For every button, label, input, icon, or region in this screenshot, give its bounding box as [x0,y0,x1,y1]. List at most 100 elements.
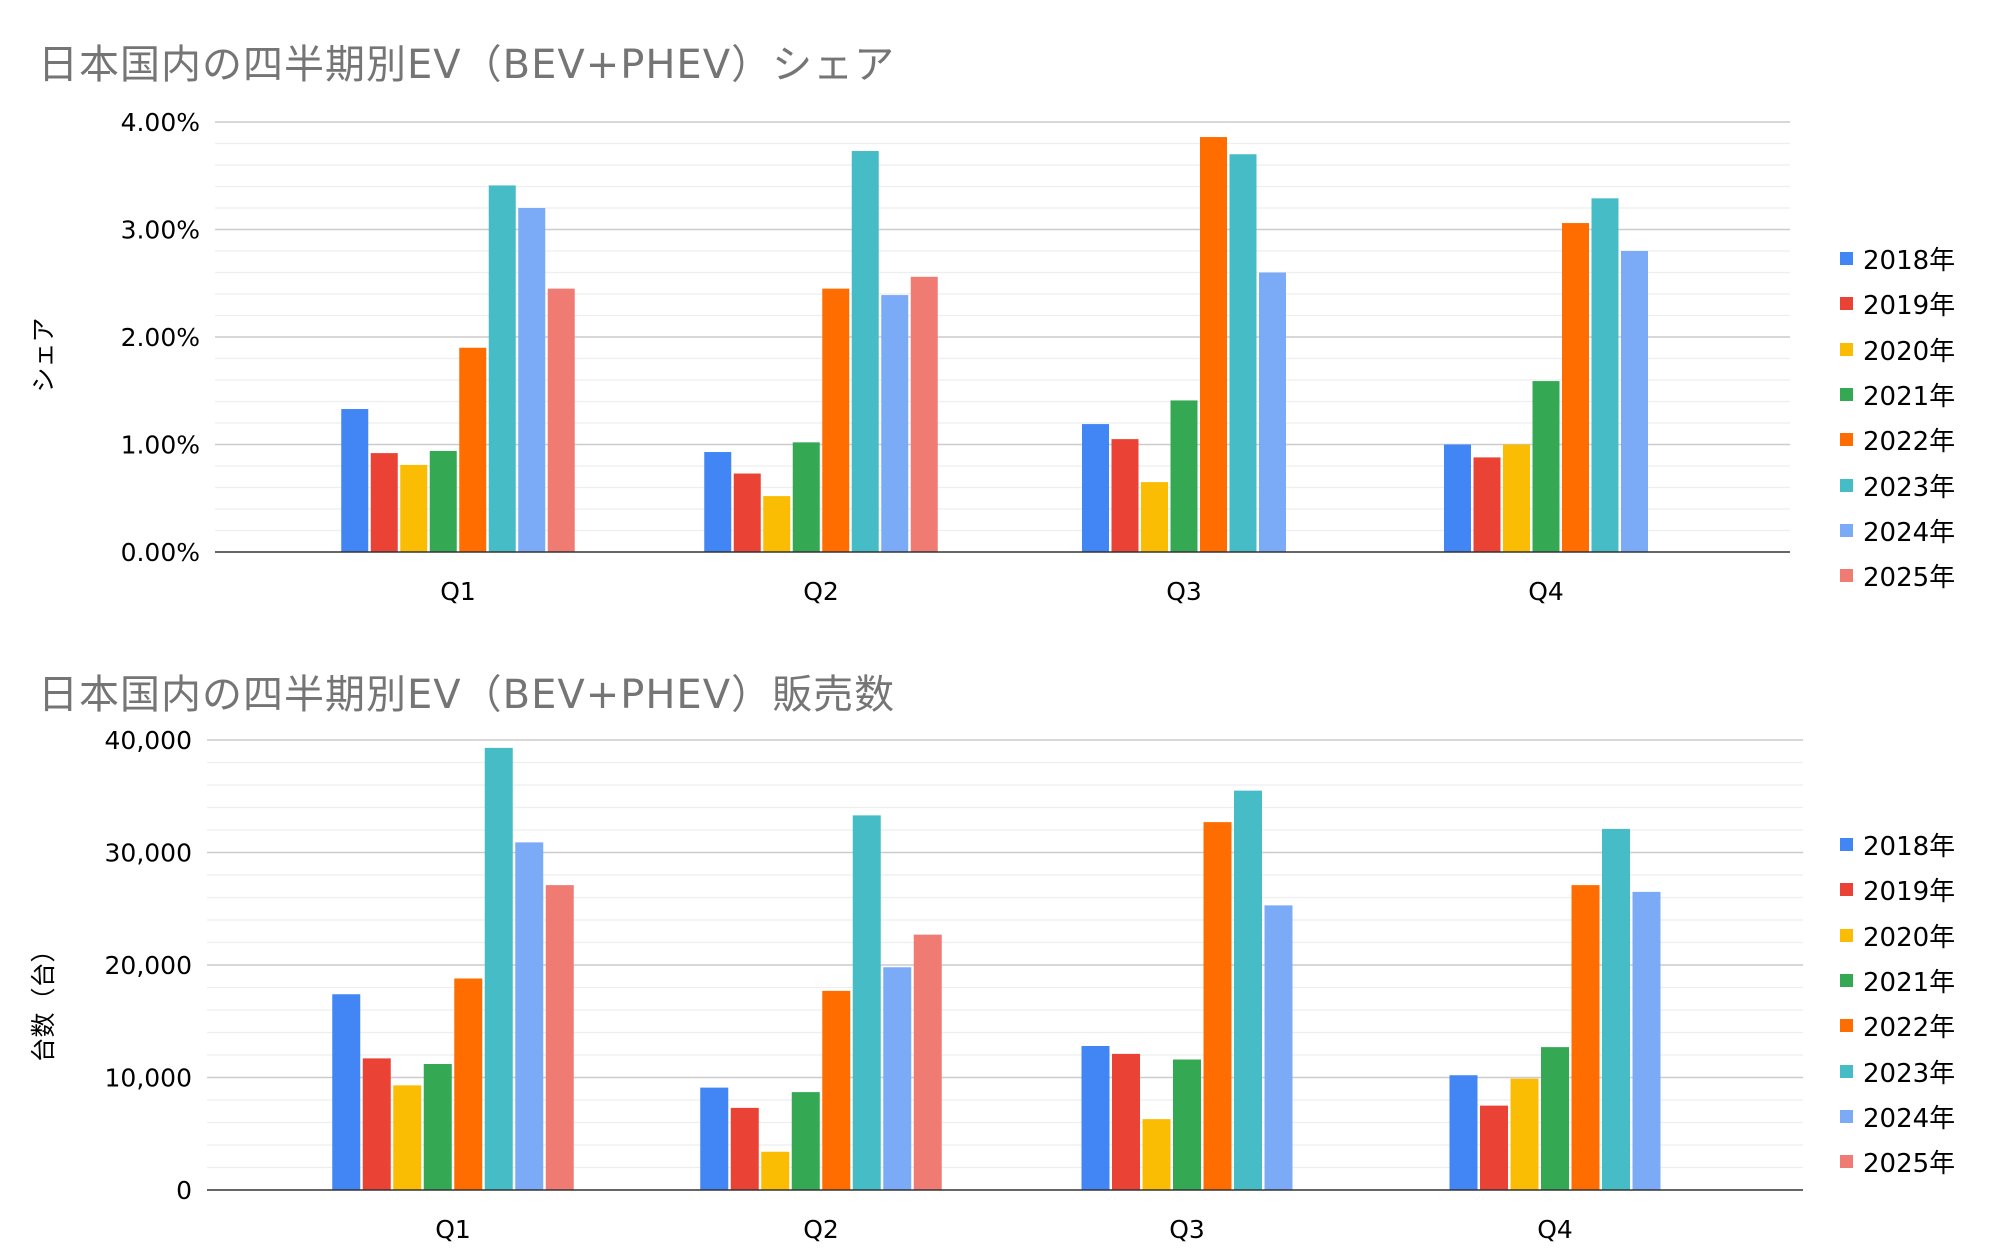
share-legend-swatch [1840,478,1853,492]
sales-bar-q1-2023年 [484,747,513,1190]
sales-bar-q1-2022年 [454,978,483,1190]
share-bar-q1-2024年 [518,208,546,552]
sales-legend-swatch [1840,1155,1853,1169]
share-x-tick-label: Q2 [803,577,839,606]
sales-bar-q3-2024年 [1264,905,1293,1190]
sales-y-axis-label: 台数（台） [29,937,58,1062]
share-bar-q3-2019年 [1111,439,1139,552]
share-legend-label: 2025年 [1863,563,1956,594]
sales-legend-item: 2021年 [1840,958,1955,1003]
share-y-tick-label: 2.00% [121,323,200,352]
sales-bar-q4-2020年 [1510,1078,1539,1190]
sales-bar-q1-2020年 [393,1085,422,1190]
sales-bar-q2-2021年 [791,1092,820,1190]
sales-bar-q2-2025年 [913,934,942,1190]
sales-x-tick-label: Q2 [803,1215,839,1244]
sales-bar-q2-2022年 [822,990,851,1190]
sales-bar-q1-2018年 [332,994,361,1190]
sales-legend-label: 2018年 [1863,832,1956,863]
share-bar-q2-2020年 [763,496,791,552]
sales-bar-q4-2019年 [1480,1105,1508,1190]
share-bar-q4-2021年 [1532,381,1560,552]
sales-legend-item: 2024年 [1840,1094,1955,1139]
share-legend-item: 2024年 [1840,508,1955,553]
share-legend-label: 2021年 [1863,382,1956,413]
share-legend-swatch [1840,388,1853,402]
sales-legend-item: 2020年 [1840,913,1955,958]
sales-bar-q3-2018年 [1081,1046,1110,1190]
share-bar-q3-2018年 [1082,424,1109,552]
sales-bar-q1-2021年 [423,1064,452,1190]
sales-legend-swatch [1840,883,1853,897]
share-bar-q2-2021年 [792,442,820,552]
share-bar-q3-2021年 [1170,400,1198,552]
sales-bar-q2-2023年 [852,815,881,1190]
sales-bar-q4-2024年 [1632,891,1661,1190]
sales-legend-label: 2020年 [1863,922,1956,953]
share-x-tick-label: Q4 [1528,577,1564,606]
share-y-tick-label: 3.00% [121,216,200,245]
share-legend-item: 2019年 [1840,281,1955,326]
share-bar-q1-2021年 [429,450,457,552]
sales-bar-q3-2020年 [1142,1119,1171,1190]
share-y-axis-label: シェア [29,317,58,392]
share-legend-label: 2019年 [1863,291,1956,322]
sales-legend-swatch [1840,1019,1853,1033]
sales-bar-q2-2020年 [761,1151,790,1190]
share-bar-q1-2022年 [459,347,487,552]
share-bar-q1-2020年 [400,464,428,552]
sales-x-tick-label: Q1 [435,1215,471,1244]
share-bar-q4-2020年 [1503,444,1530,552]
share-bar-q1-2018年 [341,409,369,552]
sales-bar-q4-2021年 [1541,1047,1569,1190]
sales-y-tick-label: 30,000 [105,839,192,868]
share-y-tick-label: 1.00% [121,431,200,460]
sales-chart-plot: 0 10,000 20,000 30,000 40,000 Q1 Q2 Q3 Q4 台数（台） [29,726,1803,1244]
share-bar-q3-2024年 [1259,272,1286,552]
sales-bar-q1-2025年 [545,885,574,1190]
sales-bar-q1-2024年 [515,842,544,1190]
share-bar-q4-2018年 [1444,444,1471,552]
sales-chart-title: 日本国内の四半期別EV（BEV+PHEV）販売数 [38,672,896,718]
share-legend-swatch [1840,523,1853,537]
share-bar-q2-2024年 [881,295,909,552]
share-legend-swatch [1840,342,1853,356]
sales-legend-label: 2022年 [1863,1013,1956,1044]
share-legend-item: 2021年 [1840,372,1955,417]
share-bar-q3-2020年 [1141,482,1168,552]
sales-bar-q3-2019年 [1112,1053,1140,1190]
sales-legend-swatch [1840,1064,1853,1078]
sales-bar-q4-2018年 [1449,1075,1478,1190]
share-bar-q2-2018年 [704,452,732,552]
sales-legend-label: 2023年 [1863,1058,1956,1089]
sales-legend-label: 2019年 [1863,877,1956,908]
sales-bar-q3-2021年 [1173,1059,1201,1190]
share-legend-label: 2022年 [1863,427,1956,458]
share-bar-q2-2025年 [910,276,938,552]
share-legend-label: 2023年 [1863,472,1956,503]
sales-legend-item: 2018年 [1840,822,1955,867]
share-bar-q4-2024年 [1621,251,1648,552]
share-x-tick-label: Q3 [1166,577,1202,606]
sales-bar-q4-2023年 [1602,828,1630,1190]
share-chart-title: 日本国内の四半期別EV（BEV+PHEV）シェア [38,42,896,88]
share-legend-label: 2020年 [1863,336,1956,367]
share-legend-item: 2023年 [1840,462,1955,507]
sales-y-tick-label: 10,000 [105,1064,192,1093]
share-bar-q4-2019年 [1473,457,1501,552]
share-legend-swatch [1840,433,1853,447]
share-chart-panel: 日本国内の四半期別EV（BEV+PHEV）シェア 0.00% 1.00% 2.00%… [0,0,2000,620]
share-y-tick-label: 4.00% [121,108,200,137]
sales-bar-q1-2019年 [362,1058,391,1190]
sales-chart-panel: 日本国内の四半期別EV（BEV+PHEV）販売数 0 10,000 20,000 30… [0,620,2000,1259]
sales-x-tick-label: Q3 [1169,1215,1205,1244]
sales-legend-item: 2019年 [1840,867,1955,912]
share-legend-label: 2024年 [1863,517,1956,548]
sales-legend-item: 2025年 [1840,1139,1955,1184]
share-bar-q4-2022年 [1562,223,1589,553]
sales-legend-label: 2021年 [1863,968,1956,999]
sales-y-tick-label: 20,000 [105,951,192,980]
share-bar-q4-2023年 [1591,198,1619,552]
share-bar-q3-2023年 [1229,154,1257,552]
sales-bar-q3-2023年 [1234,790,1262,1190]
